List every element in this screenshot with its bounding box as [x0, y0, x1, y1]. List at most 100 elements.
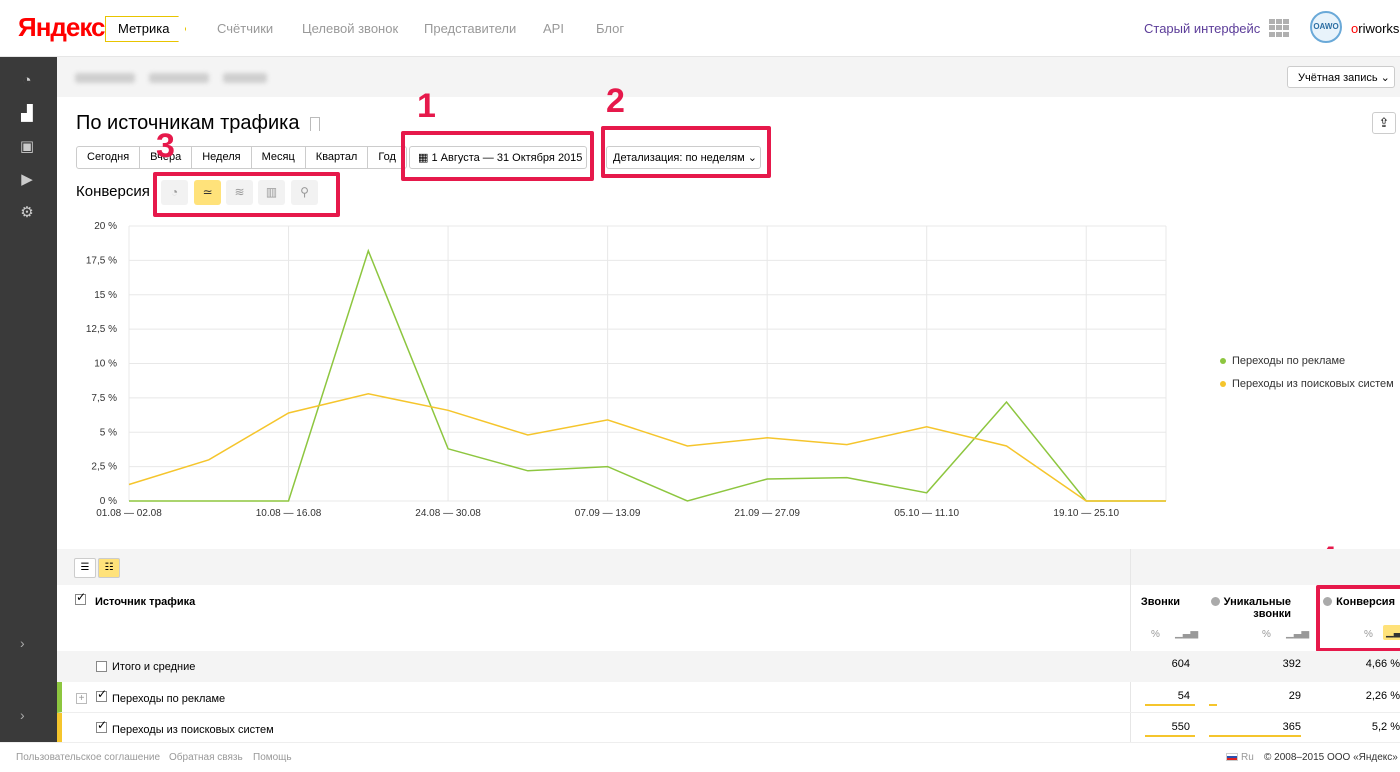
avatar[interactable]: OAWO — [1310, 11, 1342, 43]
row-checkbox[interactable] — [96, 691, 107, 702]
username[interactable]: oriworks — [1351, 21, 1399, 36]
annotation-box-3 — [153, 172, 340, 217]
row-label: Итого и средние — [112, 661, 196, 673]
annotation-box-1 — [401, 131, 594, 181]
area-chart-icon[interactable]: ≋ — [226, 180, 253, 205]
column-header-unique-calls[interactable]: Уникальные звонки — [1206, 596, 1291, 620]
percent-toggle[interactable]: % — [1262, 629, 1271, 640]
legend-item[interactable]: Переходы из поисковых систем — [1220, 378, 1394, 390]
select-all-checkbox[interactable] — [75, 594, 86, 605]
legend-item[interactable]: Переходы по рекламе — [1220, 355, 1394, 367]
pie-chart-icon[interactable]: ◔ — [161, 180, 188, 205]
account-label: Учётная запись — [1298, 72, 1378, 84]
russia-flag-icon — [1226, 753, 1238, 761]
chart-legend: Переходы по рекламе Переходы из поисковых… — [1220, 355, 1394, 401]
tree-list-icon[interactable]: ☷ — [98, 558, 120, 578]
bar-chart-icon[interactable]: ▥ — [258, 180, 285, 205]
webvisor-icon[interactable]: ▶ — [21, 171, 33, 188]
period-month[interactable]: Месяц — [252, 147, 306, 168]
table-toolbar — [57, 549, 1400, 585]
nav-counters[interactable]: Счётчики — [217, 21, 274, 36]
expand-plus-icon[interactable]: + — [76, 693, 87, 704]
y-tick-label: 2,5 % — [91, 462, 117, 473]
date-range-picker[interactable]: ▦ 1 Августа — 31 Октября 2015 — [409, 146, 587, 169]
apps-grid-icon[interactable] — [1269, 19, 1291, 37]
x-tick-label: 07.09 — 13.09 — [575, 508, 641, 519]
cell-calls: 54 — [1177, 690, 1190, 702]
bar-toggle-icon[interactable]: ▁▃▅ — [1383, 625, 1400, 640]
bookmark-icon[interactable] — [310, 117, 320, 131]
percent-toggle[interactable]: % — [1151, 629, 1160, 640]
period-quarter[interactable]: Квартал — [306, 147, 369, 168]
settings-icon[interactable]: ⚙ — [20, 204, 34, 221]
account-dropdown[interactable]: Учётная запись ⌄ — [1287, 66, 1395, 88]
language-selector[interactable]: Ru — [1226, 752, 1254, 763]
cell-unique-calls: 29 — [1288, 690, 1301, 702]
maps-icon[interactable]: ▣ — [19, 138, 35, 155]
cell-conversion: 4,66 % — [1365, 658, 1400, 670]
line-chart-icon[interactable]: ≃ — [194, 180, 221, 205]
cell-unique-calls: 392 — [1282, 658, 1301, 670]
help-icon[interactable] — [1323, 597, 1333, 606]
metric-label: Конверсия — [76, 183, 150, 200]
percent-toggle[interactable]: % — [1364, 629, 1373, 640]
period-today[interactable]: Сегодня — [77, 147, 141, 168]
column-header-conversion[interactable]: Конверсия — [1320, 596, 1395, 608]
column-header-source[interactable]: Источник трафика — [95, 596, 196, 608]
x-tick-label: 19.10 — 25.10 — [1053, 508, 1119, 519]
cell-conversion: 5,2 % — [1371, 721, 1400, 733]
nav-blog[interactable]: Блог — [596, 21, 625, 36]
y-tick-label: 15 % — [94, 290, 117, 301]
y-tick-label: 10 % — [94, 359, 117, 370]
breadcrumb-bar — [57, 57, 1400, 97]
nav-api[interactable]: API — [543, 21, 564, 36]
period-year[interactable]: Год — [378, 151, 396, 163]
period-yesterday[interactable]: Вчера — [140, 147, 193, 168]
row-checkbox[interactable] — [96, 661, 107, 672]
row-label: Переходы из поисковых систем — [112, 724, 274, 736]
map-chart-icon[interactable]: ⚲ — [291, 180, 318, 205]
row-checkbox[interactable] — [96, 722, 107, 733]
calendar-icon: ▦ — [418, 152, 429, 164]
x-tick-label: 01.08 — 02.08 — [96, 508, 162, 519]
x-tick-label: 10.08 — 16.08 — [256, 508, 322, 519]
table-row: Переходы из поисковых систем 550 365 5,2… — [57, 713, 1400, 744]
footer-link-help[interactable]: Помощь — [253, 752, 292, 763]
reports-icon[interactable]: ▟ — [21, 105, 33, 122]
username-rest: riworks — [1358, 21, 1400, 36]
detail-label: Детализация: по неделям — [613, 152, 745, 164]
period-week[interactable]: Неделя — [192, 147, 252, 168]
chevron-right-icon[interactable]: › — [20, 635, 25, 651]
footer — [0, 742, 1400, 772]
flat-list-icon[interactable]: ☰ — [74, 558, 96, 578]
annotation-number-1: 1 — [417, 87, 436, 125]
breadcrumb[interactable] — [75, 70, 295, 83]
detail-dropdown[interactable]: Детализация: по неделям ⌄ — [606, 146, 761, 169]
nav-representatives[interactable]: Представители — [424, 21, 517, 36]
row-label: Переходы по рекламе — [112, 693, 226, 705]
page-title: По источникам трафика — [76, 112, 300, 134]
footer-link-feedback[interactable]: Обратная связь — [169, 752, 243, 763]
conversion-line-chart: 0 % 2,5 % 5 % 7,5 % 10 % 12,5 % 15 % 17,5 % 20 %… — [86, 221, 1167, 519]
export-button[interactable]: ⇪ — [1372, 112, 1396, 134]
column-header-calls[interactable]: Звонки — [1140, 596, 1180, 608]
yandex-logo[interactable]: Яндекс — [18, 12, 105, 43]
nav-target-call[interactable]: Целевой звонок — [302, 21, 399, 36]
chevron-right-icon[interactable]: › — [20, 707, 25, 723]
metrika-tag[interactable]: Метрика — [105, 16, 187, 42]
y-tick-label: 20 % — [94, 221, 117, 232]
cell-calls: 604 — [1171, 658, 1190, 670]
username-first-letter: o — [1351, 21, 1359, 36]
sidebar: ◔ ▟ ▣ ▶ ⚙ › › — [0, 57, 57, 742]
old-interface-link[interactable]: Старый интерфейс — [1144, 21, 1261, 36]
footer-link-agreement[interactable]: Пользовательское соглашение — [16, 752, 161, 763]
unique-share-bar — [1209, 735, 1301, 737]
bar-toggle-icon[interactable]: ▁▃▅ — [1286, 628, 1310, 639]
bar-toggle-icon[interactable]: ▁▃▅ — [1175, 628, 1199, 639]
conversion-label: Конверсия — [1336, 596, 1395, 608]
legend-dot-icon — [1220, 358, 1226, 364]
help-icon[interactable] — [1210, 597, 1220, 606]
dashboard-icon[interactable]: ◔ — [22, 72, 32, 89]
unique-calls-line1: Уникальные — [1223, 596, 1291, 608]
unique-calls-line2: звонки — [1253, 608, 1291, 620]
